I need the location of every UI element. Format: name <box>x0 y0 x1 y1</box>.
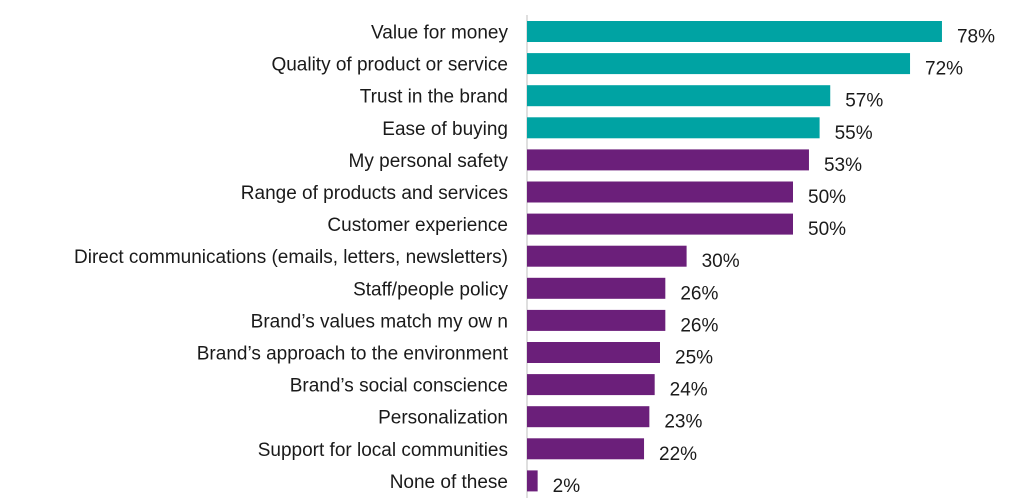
bar <box>527 181 793 203</box>
value-label: 22% <box>659 444 697 465</box>
value-label: 2% <box>553 476 581 497</box>
value-label: 50% <box>808 187 846 208</box>
category-label: My personal safety <box>349 151 509 172</box>
category-label: Staff/people policy <box>353 279 508 300</box>
category-labels-group: Value for money Quality of product or ser… <box>74 23 509 493</box>
value-labels-group: 78% 72% 57% 55% 53% 50% 50% 30% 26% 26% 25% 24% 23% 2… <box>553 27 995 497</box>
bar <box>527 149 809 171</box>
category-label: Range of products and services <box>241 183 508 204</box>
bar <box>527 406 650 428</box>
value-label: 57% <box>845 91 883 112</box>
category-label: Brand’s values match my ow n <box>251 311 508 332</box>
category-label: Brand’s approach to the environment <box>197 344 509 365</box>
bar <box>527 342 660 363</box>
bar <box>527 117 820 139</box>
bar <box>527 438 645 460</box>
value-label: 50% <box>808 219 846 240</box>
value-label: 30% <box>702 251 740 272</box>
value-label: 53% <box>824 155 862 176</box>
value-label: 26% <box>680 283 718 304</box>
category-label: Trust in the brand <box>360 87 508 108</box>
category-label: Customer experience <box>327 215 508 236</box>
value-label: 55% <box>835 123 873 144</box>
category-label: Personalization <box>378 408 508 429</box>
bar <box>527 85 831 107</box>
bar <box>527 245 687 267</box>
category-label: None of these <box>390 472 508 493</box>
category-label: Ease of buying <box>382 119 508 140</box>
category-label: Brand’s social conscience <box>290 376 508 397</box>
bar <box>527 21 942 42</box>
value-label: 72% <box>925 59 963 80</box>
bars-group <box>527 21 942 492</box>
value-label: 23% <box>664 412 702 433</box>
value-label: 26% <box>680 315 718 336</box>
bar <box>527 277 666 299</box>
bar <box>527 374 655 396</box>
category-label: Direct communications (emails, letters, … <box>74 247 508 268</box>
bar <box>527 470 538 492</box>
value-label: 24% <box>670 380 708 401</box>
value-label: 25% <box>675 348 713 369</box>
category-label: Value for money <box>371 23 508 44</box>
category-label: Support for local communities <box>258 440 508 461</box>
bar <box>527 309 666 331</box>
bar <box>527 213 793 235</box>
bar <box>527 53 911 75</box>
value-label: 78% <box>957 27 995 48</box>
category-label: Quality of product or service <box>271 55 508 76</box>
